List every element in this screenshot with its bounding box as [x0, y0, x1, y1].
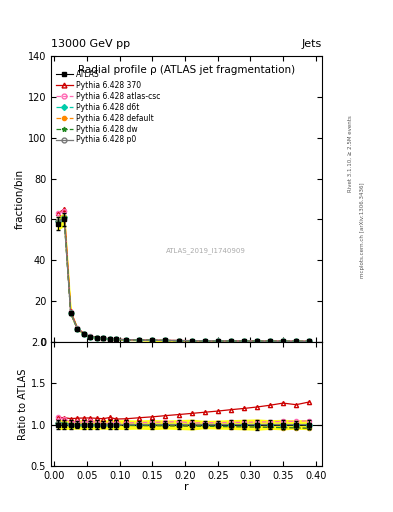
X-axis label: r: r [184, 482, 189, 492]
Y-axis label: Ratio to ATLAS: Ratio to ATLAS [18, 368, 28, 439]
Text: Radial profile ρ (ATLAS jet fragmentation): Radial profile ρ (ATLAS jet fragmentatio… [78, 65, 295, 75]
Y-axis label: fraction/bin: fraction/bin [15, 169, 25, 229]
Text: mcplots.cern.ch [arXiv:1306.3436]: mcplots.cern.ch [arXiv:1306.3436] [360, 183, 365, 278]
Text: Jets: Jets [302, 38, 322, 49]
Text: Rivet 3.1.10, ≥ 2.5M events: Rivet 3.1.10, ≥ 2.5M events [348, 115, 353, 192]
Text: ATLAS_2019_I1740909: ATLAS_2019_I1740909 [166, 247, 246, 254]
Legend: ATLAS, Pythia 6.428 370, Pythia 6.428 atlas-csc, Pythia 6.428 d6t, Pythia 6.428 : ATLAS, Pythia 6.428 370, Pythia 6.428 at… [54, 68, 163, 147]
Text: 13000 GeV pp: 13000 GeV pp [51, 38, 130, 49]
